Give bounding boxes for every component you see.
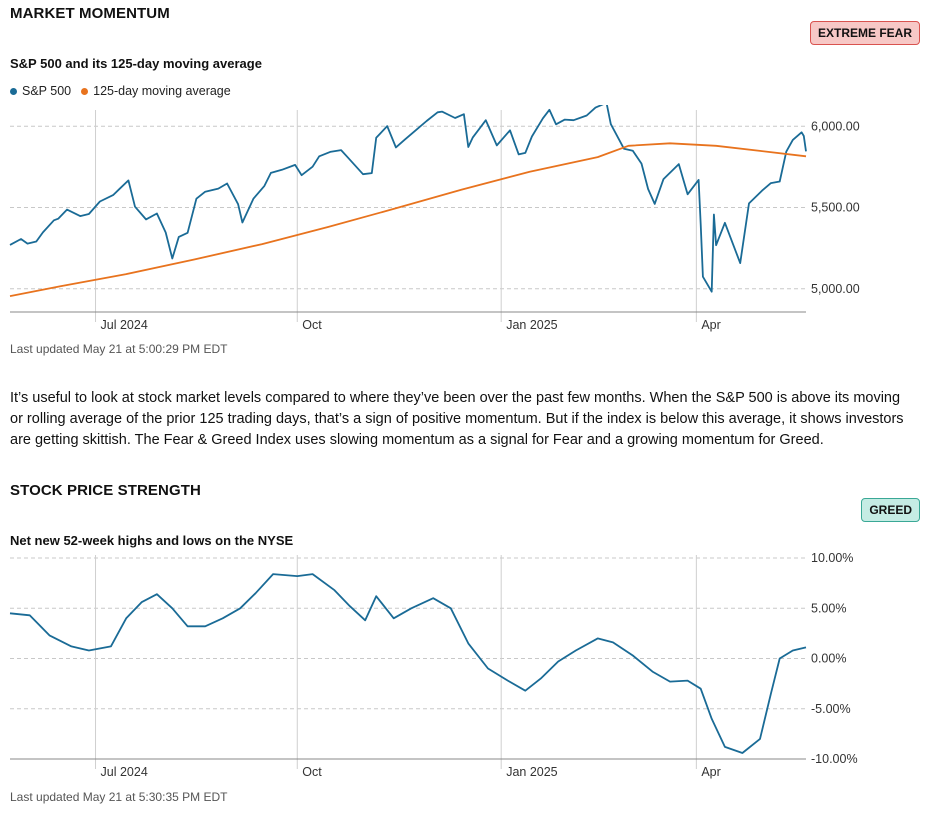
- momentum-y-tick-label: 5,500.00: [811, 201, 860, 215]
- strength-y-tick-label: -5.00%: [811, 702, 851, 716]
- momentum-last-updated: Last updated May 21 at 5:00:29 PM EDT: [10, 342, 228, 356]
- momentum-chart: 5,000.00 5,500.00 6,000.00 Jul 2024 Oct Jan 2…: [9, 105, 860, 332]
- strength-y-tick-label: -10.00%: [811, 752, 858, 766]
- section-title-strength: STOCK PRICE STRENGTH: [10, 482, 201, 499]
- strength-rating-badge: GREED: [861, 498, 920, 522]
- legend-item-moving-average: 125-day moving average: [81, 84, 231, 98]
- strength-y-tick-label: 10.00%: [811, 551, 853, 565]
- momentum-series-line-1: [9, 142, 807, 297]
- section-title-momentum: MARKET MOMENTUM: [10, 5, 170, 22]
- momentum-x-tick-label: Jan 2025: [506, 318, 557, 332]
- strength-chart-subtitle: Net new 52-week highs and lows on the NY…: [10, 533, 294, 548]
- legend-dot-icon: [81, 87, 89, 95]
- strength-series-line-0: [9, 573, 807, 754]
- momentum-y-tick-label: 6,000.00: [811, 119, 860, 133]
- momentum-x-tick-label: Oct: [302, 318, 322, 332]
- momentum-description: It’s useful to look at stock market leve…: [10, 390, 904, 448]
- legend-label-moving-average: 125-day moving average: [93, 84, 231, 98]
- momentum-rating-badge: EXTREME FEAR: [809, 21, 920, 45]
- legend-label-sp500: S&P 500: [22, 84, 72, 98]
- legend-item-sp500: S&P 500: [10, 84, 71, 98]
- strength-y-tick-label: 0.00%: [811, 652, 846, 666]
- strength-chart: -10.00% -5.00% 0.00% 5.00% 10.00% Jul 2024 Oct…: [9, 551, 858, 779]
- strength-x-tick-label: Oct: [302, 765, 322, 779]
- momentum-chart-subtitle: S&P 500 and its 125-day moving average: [10, 56, 262, 71]
- legend-dot-icon: [10, 87, 17, 95]
- strength-x-tick-label: Jan 2025: [506, 765, 557, 779]
- strength-x-tick-label: Jul 2024: [101, 765, 148, 779]
- momentum-legend: S&P 500 125-day moving average: [10, 84, 241, 98]
- momentum-x-tick-label: Jul 2024: [101, 318, 148, 332]
- strength-y-tick-label: 5.00%: [811, 601, 846, 615]
- momentum-x-tick-label: Apr: [701, 318, 720, 332]
- momentum-y-tick-label: 5,000.00: [811, 282, 860, 296]
- momentum-series-line-0: [9, 105, 807, 293]
- strength-last-updated: Last updated May 21 at 5:30:35 PM EDT: [10, 790, 228, 804]
- strength-x-tick-label: Apr: [701, 765, 720, 779]
